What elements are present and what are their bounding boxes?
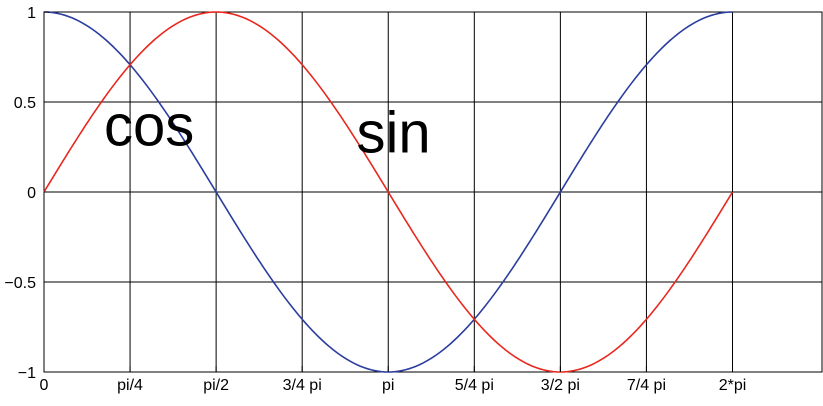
x-tick-label: 2*pi <box>719 377 747 394</box>
x-tick-label: pi <box>382 377 394 394</box>
x-tick-label: 5/4 pi <box>455 377 494 394</box>
x-tick-label: 3/2 pi <box>541 377 580 394</box>
x-tick-label: pi/4 <box>117 377 143 394</box>
y-axis-ticks: −1 −0.5 0 0.5 1 <box>4 5 50 382</box>
y-tick-label: 0.5 <box>14 95 36 112</box>
y-tick-label: 0 <box>27 185 36 202</box>
y-tick-label: −1 <box>18 365 36 382</box>
x-tick-label: 3/4 pi <box>283 377 322 394</box>
y-tick-label: 1 <box>27 5 36 22</box>
x-tick-label: pi/2 <box>203 377 229 394</box>
grid-layer <box>44 12 822 372</box>
annotation-sin: sin <box>356 101 430 166</box>
x-tick-label: 7/4 pi <box>627 377 666 394</box>
x-axis-ticks: 0 pi/4 pi/2 3/4 pi pi 5/4 pi 3/2 pi 7/4 pi 2*pi <box>40 366 747 394</box>
y-tick-label: −0.5 <box>4 275 36 292</box>
annotations: cos sin <box>104 93 431 165</box>
series-line-sin <box>43 11 734 373</box>
x-tick-label: 0 <box>40 377 49 394</box>
annotation-cos: cos <box>104 93 194 158</box>
